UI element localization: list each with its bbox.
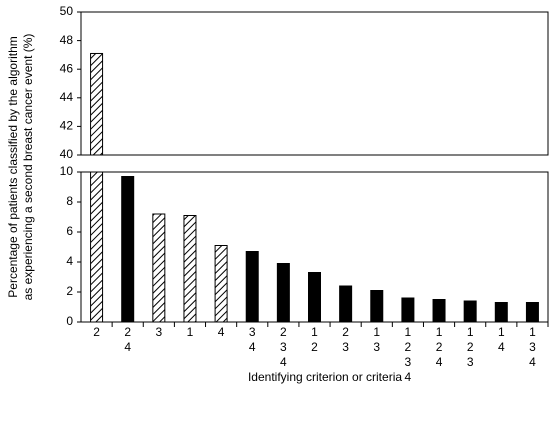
y-tick-label: 48 (60, 33, 74, 47)
panel-frame (80, 11, 549, 156)
x-tick-label: 4 (218, 325, 225, 339)
bar (245, 251, 259, 323)
x-tick-label: 1 (187, 325, 194, 339)
bar (214, 245, 228, 323)
x-tick-label: 2 (467, 340, 474, 354)
y-axis-title: as experiencing a second breast cancer e… (21, 34, 35, 301)
bar (401, 297, 415, 323)
x-tick-label: 3 (280, 340, 287, 354)
x-tick-label: 4 (280, 355, 287, 369)
x-tick-label: 1 (405, 325, 412, 339)
bar (152, 213, 166, 323)
y-tick-label: 6 (66, 224, 73, 238)
x-axis-title: Identifying criterion or criteria (248, 370, 402, 384)
x-tick-label: 1 (373, 325, 380, 339)
x-tick-label: 2 (311, 340, 318, 354)
x-tick-label: 2 (405, 340, 412, 354)
x-tick-label: 2 (280, 325, 287, 339)
x-tick-label: 3 (529, 340, 536, 354)
y-axis-title: Percentage of patients classified by the… (6, 36, 20, 297)
y-tick-label: 50 (60, 4, 74, 18)
y-tick-label: 0 (66, 314, 73, 328)
x-tick-label: 4 (405, 370, 412, 384)
x-tick-label: 2 (436, 340, 443, 354)
bar (432, 299, 446, 323)
bar (339, 285, 353, 323)
x-tick-label: 4 (498, 340, 505, 354)
bar (525, 302, 539, 323)
x-tick-label: 3 (155, 325, 162, 339)
y-tick-label: 44 (60, 90, 74, 104)
bar (90, 52, 104, 156)
x-tick-label: 3 (405, 355, 412, 369)
bar (276, 263, 290, 323)
x-tick-label: 3 (249, 325, 256, 339)
y-tick-label: 42 (60, 119, 74, 133)
x-tick-label: 4 (436, 355, 443, 369)
y-tick-label: 46 (60, 61, 74, 75)
bar (463, 300, 477, 323)
x-tick-label: 1 (498, 325, 505, 339)
x-tick-label: 1 (311, 325, 318, 339)
bar (121, 176, 135, 323)
x-tick-label: 1 (467, 325, 474, 339)
x-tick-label: 2 (342, 325, 349, 339)
x-tick-label: 2 (124, 325, 131, 339)
x-tick-label: 2 (93, 325, 100, 339)
x-tick-label: 3 (342, 340, 349, 354)
bar (90, 171, 104, 323)
bar (494, 302, 508, 323)
y-tick-label: 10 (60, 164, 74, 178)
x-tick-label: 4 (249, 340, 256, 354)
x-tick-label: 1 (529, 325, 536, 339)
y-tick-label: 2 (66, 284, 73, 298)
x-tick-label: 4 (529, 355, 536, 369)
bar (370, 290, 384, 323)
x-tick-label: 4 (124, 340, 131, 354)
x-tick-label: 3 (467, 355, 474, 369)
bar (183, 215, 197, 323)
y-tick-label: 4 (66, 254, 73, 268)
y-tick-label: 8 (66, 194, 73, 208)
bar (308, 272, 321, 323)
x-tick-label: 3 (373, 340, 380, 354)
x-tick-label: 1 (436, 325, 443, 339)
y-tick-label: 40 (60, 147, 74, 161)
